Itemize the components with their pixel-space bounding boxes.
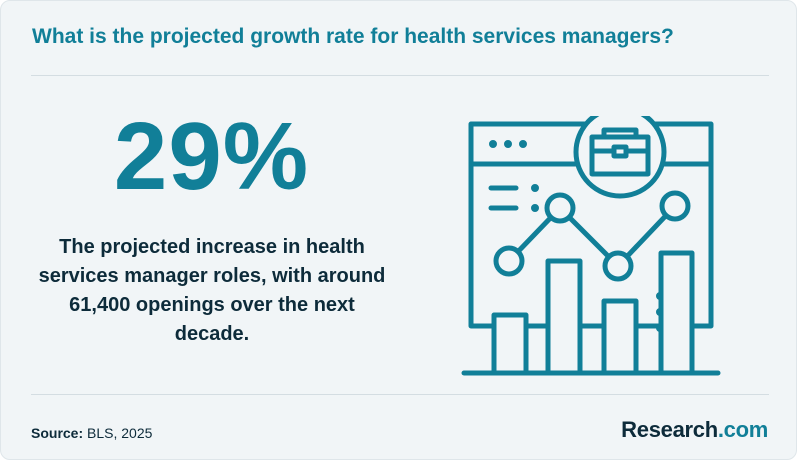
briefcase-icon [589,127,651,177]
toolbar-dot-2 [504,140,512,148]
trend-line [506,203,678,269]
source-label: Source: [31,425,84,441]
source-credit: Source: BLS, 2025 [31,425,152,441]
trend-point-2 [544,192,576,224]
trend-point-1 [493,245,525,277]
top-divider [31,75,769,76]
stat-description: The projected increase in health service… [38,236,386,345]
toolbar-dot-1 [489,140,497,148]
sidebar-dot-2 [531,204,539,212]
browser-bar-chart-briefcase-icon [461,116,721,376]
bar-1 [491,312,529,376]
bar-2 [545,258,583,376]
bar-4 [658,250,695,376]
trend-point-3 [602,250,634,282]
source-value: BLS, 2025 [87,425,153,441]
brand-tld: .com [717,417,768,442]
trend-point-4 [659,190,691,222]
toolbar-dot-3 [519,140,527,148]
bar-3 [601,298,639,376]
stat-value: 29% [113,103,310,210]
sidebar-dot-1 [531,184,539,192]
brand-name: Research [621,417,718,442]
page-title: What is the projected growth rate for he… [32,25,674,48]
brand-logo[interactable]: Research.com [621,417,768,443]
bottom-divider [31,394,769,395]
